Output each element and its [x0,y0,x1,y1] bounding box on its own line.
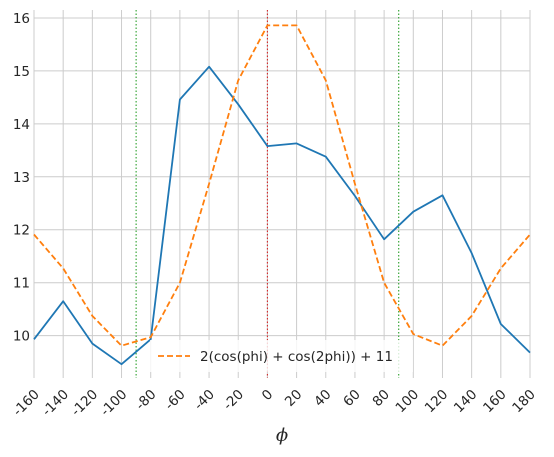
legend-entry-label: 2(cos(phi) + cos(2phi)) + 11 [200,349,393,365]
y-tick-labels: 10 11 12 13 14 15 16 [13,11,30,345]
y-tick-label: 12 [13,223,30,239]
x-tick-label: 40 [311,387,334,410]
x-tick-label: 20 [282,387,305,410]
x-tick-label: 100 [393,387,423,417]
x-tick-label: -100 [97,387,130,420]
y-tick-label: 16 [13,11,30,27]
grid-lines [33,10,531,378]
y-tick-label: 15 [13,64,30,80]
x-tick-label: -80 [133,387,160,414]
x-tick-label: 140 [451,387,481,417]
x-tick-label: -40 [191,387,218,414]
y-tick-label: 10 [13,329,30,345]
series-layer [33,24,531,366]
solid-series-line [33,65,531,366]
x-tick-label: -160 [10,387,43,420]
plot-background [34,10,530,378]
x-tick-label: 60 [340,387,363,410]
x-tick-label: 0 [259,387,276,404]
y-tick-label: 13 [13,170,30,186]
x-tick-label: 120 [422,387,452,417]
x-tick-label: -140 [39,387,72,420]
y-tick-label: 14 [13,117,30,133]
legend: 2(cos(phi) + cos(2phi)) + 11 [150,340,413,372]
x-tick-label: 160 [480,387,510,417]
legend-box [150,340,413,372]
x-tick-label: -60 [162,387,189,414]
x-tick-label: 180 [509,387,539,417]
x-tick-label: 80 [369,387,392,410]
dashed-series-line [33,24,531,347]
x-tick-label: -20 [220,387,247,414]
x-tick-labels: -160-140-120-100 -80 -60 -40 -20 0 20 40 60 80 100… [10,387,539,420]
x-axis-label: ϕ [276,425,288,446]
y-tick-label: 11 [13,276,30,292]
x-tick-label: -120 [68,387,101,420]
